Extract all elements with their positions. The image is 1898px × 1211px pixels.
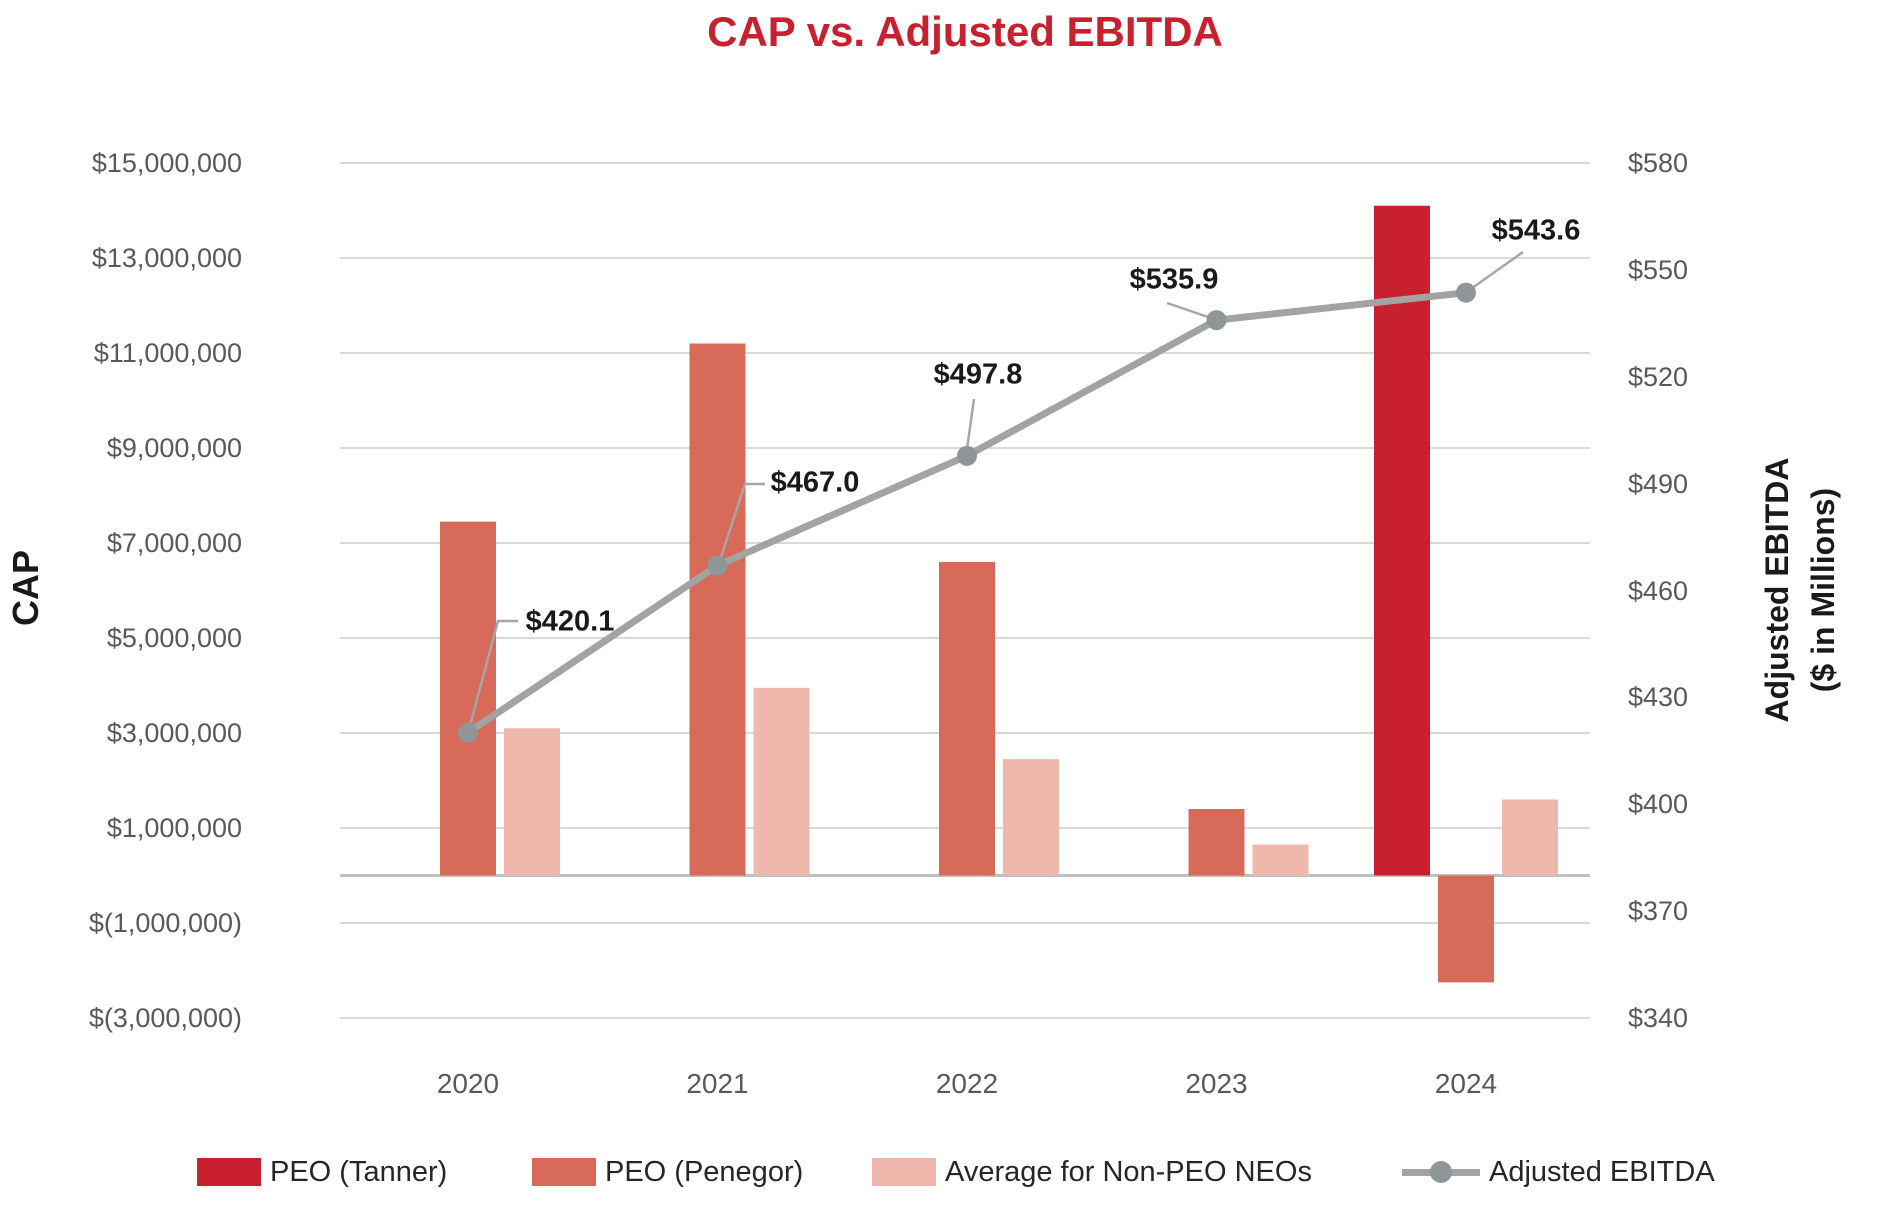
right-axis-tick-6: $400: [1628, 789, 1689, 820]
ebitda-label-2024: $543.6: [1491, 214, 1581, 247]
legend-item-peo-tanner: PEO (Tanner): [197, 1150, 447, 1194]
legend-swatch-peo-penegor: [532, 1158, 596, 1186]
bar-average-for-non-peo-neos-2020: [504, 728, 560, 876]
bar-average-for-non-peo-neos-2024: [1502, 799, 1558, 876]
legend-label-peo-penegor: PEO (Penegor): [605, 1155, 804, 1188]
left-axis-tick-9: $(3,000,000): [88, 1003, 242, 1033]
right-axis-tick-2: $520: [1628, 361, 1689, 392]
left-axis-tick-1: $13,000,000: [91, 243, 242, 273]
legend-label-adjusted-ebitda: Adjusted EBITDA: [1489, 1155, 1715, 1188]
x-axis-label-2022: 2022: [935, 1068, 999, 1099]
leader-line-2021: [716, 482, 765, 567]
ebitda-label-2022: $497.8: [933, 358, 1023, 391]
legend-swatch-nonpeo-neos: [872, 1158, 936, 1186]
ebitda-point-2022: [957, 445, 977, 466]
bar-average-for-non-peo-neos-2022: [1003, 759, 1059, 876]
x-axis-label-2020: 2020: [436, 1068, 500, 1099]
bar-peo-penegor-2022: [939, 562, 995, 876]
right-axis-tick-1: $550: [1628, 254, 1689, 285]
bar-peo-tanner-2024: [1374, 205, 1430, 876]
ebitda-point-2021: [707, 555, 728, 576]
x-axis-label-2021: 2021: [686, 1068, 749, 1099]
left-axis-tick-7: $1,000,000: [106, 813, 242, 843]
bar-peo-penegor-2021: [689, 343, 746, 876]
left-axis-tick-8: $(1,000,000): [88, 908, 242, 938]
bar-peo-penegor-2020: [440, 521, 496, 876]
ebitda-label-2021: $467.0: [770, 466, 860, 499]
left-axis-tick-0: $15,000,000: [91, 148, 242, 178]
right-axis-tick-8: $340: [1628, 1003, 1689, 1033]
right-axis-tick-0: $580: [1628, 148, 1689, 178]
legend-line-marker-icon: [1402, 1160, 1480, 1184]
chart-title: CAP vs. Adjusted EBITDA: [707, 8, 1223, 55]
bar-peo-penegor-2023: [1188, 809, 1245, 876]
x-axis-label-2024: 2024: [1434, 1068, 1498, 1099]
left-axis-tick-2: $11,000,000: [93, 338, 242, 368]
right-axis-tick-5: $430: [1628, 682, 1689, 713]
x-axis-label-2023: 2023: [1185, 1068, 1248, 1099]
legend-item-nonpeo-neos: Average for Non-PEO NEOs: [872, 1150, 1312, 1194]
legend-item-peo-penegor: PEO (Penegor): [532, 1150, 803, 1194]
ebitda-label-2023: $535.9: [1129, 263, 1219, 296]
bar-average-for-non-peo-neos-2021: [753, 687, 810, 876]
ebitda-point-2024: [1456, 282, 1476, 303]
left-axis-tick-6: $3,000,000: [106, 718, 242, 748]
bar-peo-penegor-2024: [1438, 875, 1494, 983]
leader-line-2023: [1166, 301, 1212, 320]
legend-label-nonpeo-neos: Average for Non-PEO NEOs: [945, 1155, 1312, 1188]
left-axis-tick-5: $5,000,000: [106, 623, 242, 653]
left-axis-tick-3: $9,000,000: [106, 433, 242, 463]
legend-swatch-peo-tanner: [197, 1158, 261, 1186]
legend-item-adjusted-ebitda: Adjusted EBITDA: [1402, 1150, 1715, 1194]
ebitda-label-2020: $420.1: [525, 605, 615, 638]
ebitda-point-2023: [1206, 310, 1227, 331]
left-axis-tick-4: $7,000,000: [106, 528, 242, 558]
leader-line-2020: [466, 619, 518, 734]
leader-line-2024: [1467, 250, 1524, 293]
legend-label-peo-tanner: PEO (Tanner): [270, 1155, 448, 1188]
ebitda-point-2020: [458, 722, 478, 743]
right-axis-tick-7: $370: [1628, 896, 1689, 927]
right-axis-tick-3: $490: [1628, 468, 1689, 499]
right-axis-tick-4: $460: [1628, 575, 1689, 606]
bar-average-for-non-peo-neos-2023: [1252, 844, 1309, 876]
